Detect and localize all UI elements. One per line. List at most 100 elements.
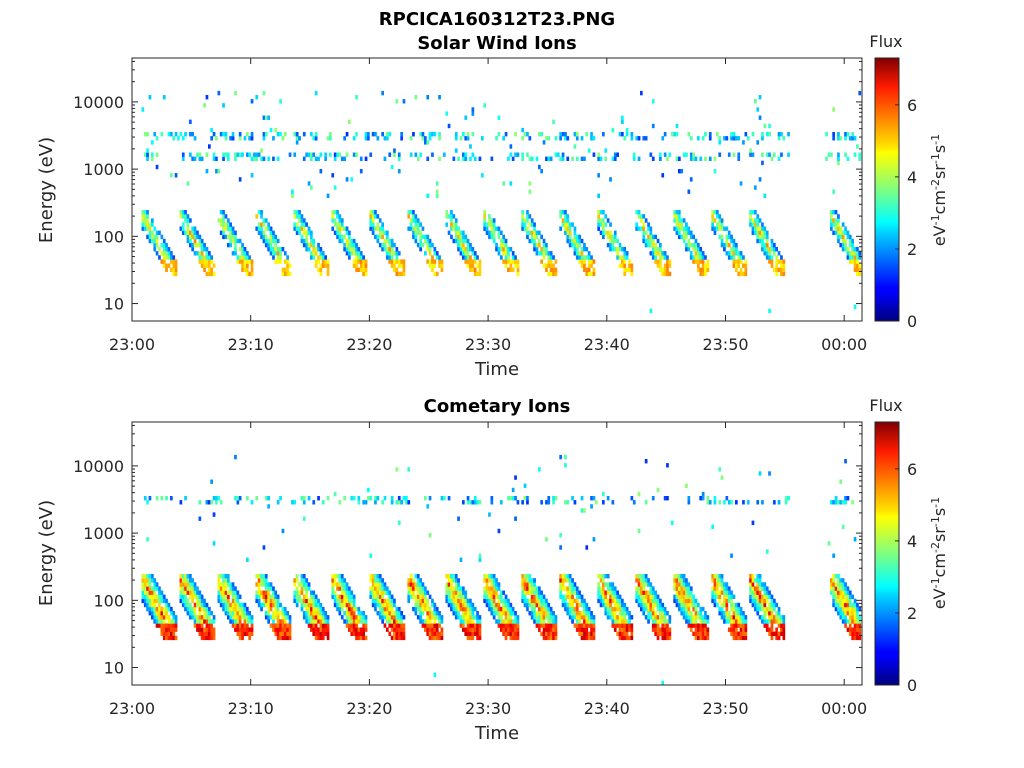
heatmap-cell <box>647 226 650 231</box>
heatmap-cell <box>321 627 325 632</box>
colorbar-tick-label: 6 <box>907 96 917 115</box>
heatmap-cell <box>343 578 346 583</box>
heatmap-cell <box>438 635 441 641</box>
heatmap-cell <box>597 586 600 591</box>
heatmap-cell <box>749 152 752 157</box>
heatmap-cell <box>642 222 646 227</box>
heatmap-cell <box>357 627 361 632</box>
heatmap-cell <box>447 123 451 129</box>
heatmap-cell <box>846 255 850 260</box>
heatmap-cell <box>678 234 681 240</box>
heatmap-cell <box>222 156 225 161</box>
heatmap-cell <box>310 619 313 624</box>
heatmap-cell <box>692 602 695 608</box>
heatmap-cell <box>438 619 441 624</box>
heatmap-cell <box>718 578 722 583</box>
heatmap-cell <box>350 238 354 244</box>
heatmap-cell <box>507 615 510 620</box>
heatmap-cell <box>172 271 176 277</box>
heatmap-cell <box>293 582 297 587</box>
heatmap-cell <box>618 619 622 624</box>
heatmap-cell <box>663 152 667 157</box>
heatmap-cell <box>704 271 707 277</box>
heatmap-cell <box>644 594 648 599</box>
heatmap-cell <box>744 271 748 277</box>
heatmap-cell <box>236 598 240 604</box>
heatmap-cell <box>359 255 363 260</box>
heatmap-cell <box>575 627 579 632</box>
heatmap-cell <box>148 594 152 599</box>
heatmap-cell <box>492 606 496 612</box>
heatmap-cell <box>663 132 667 137</box>
heatmap-cell <box>428 247 432 252</box>
heatmap-cell <box>229 602 232 608</box>
heatmap-cell <box>651 623 655 628</box>
heatmap-cell <box>675 132 679 137</box>
heatmap-cell <box>737 602 741 608</box>
heatmap-cell <box>295 602 299 608</box>
colorbar-tick-label: 4 <box>907 168 917 187</box>
heatmap-cell <box>516 623 520 628</box>
heatmap-cell <box>416 590 420 595</box>
heatmap-cell <box>699 619 703 624</box>
heatmap-cell <box>682 602 686 608</box>
heatmap-cell <box>761 132 764 137</box>
heatmap-cell <box>490 586 494 591</box>
heatmap-cell <box>623 259 627 264</box>
heatmap-cell <box>647 242 650 248</box>
heatmap-cell <box>364 156 368 161</box>
heatmap-cell <box>737 255 741 260</box>
heatmap-cell <box>350 631 354 636</box>
heatmap-cell <box>348 119 351 124</box>
heatmap-cell <box>355 623 358 628</box>
heatmap-cell <box>205 606 209 612</box>
heatmap-cell <box>462 594 465 599</box>
heatmap-cell <box>374 500 377 505</box>
heatmap-cell <box>466 247 470 252</box>
heatmap-cell <box>376 574 380 579</box>
heatmap-cell <box>250 619 254 624</box>
heatmap-cells <box>141 454 862 686</box>
heatmap-cell <box>697 136 700 141</box>
heatmap-cell <box>374 590 377 595</box>
heatmap-cell <box>640 594 643 599</box>
heatmap-cell <box>853 611 857 616</box>
heatmap-cell <box>184 578 187 583</box>
heatmap-cell <box>780 132 783 137</box>
heatmap-cell <box>666 635 669 641</box>
heatmap-cell <box>473 259 477 264</box>
heatmap-cell <box>853 606 857 612</box>
heatmap-cell <box>656 635 660 641</box>
heatmap-cell <box>257 210 261 215</box>
heatmap-cell <box>727 615 731 620</box>
heatmap-cell <box>526 598 529 604</box>
heatmap-cell <box>362 255 365 260</box>
heatmap-cell <box>219 132 223 137</box>
heatmap-cell <box>720 226 724 231</box>
heatmap-cell <box>516 500 520 505</box>
heatmap-cell <box>623 606 627 612</box>
heatmap-cell <box>196 594 199 599</box>
heatmap-cell <box>450 218 453 223</box>
heatmap-cell <box>454 226 458 231</box>
heatmap-cell <box>554 619 558 624</box>
heatmap-cell <box>647 594 650 599</box>
heatmap-cell <box>500 238 503 244</box>
heatmap-cell <box>758 177 762 182</box>
heatmap-cell <box>428 619 432 624</box>
heatmap-cell <box>343 598 346 604</box>
heatmap-cell <box>521 210 524 215</box>
heatmap-cell <box>656 263 660 268</box>
heatmap-cell <box>656 251 660 256</box>
heatmap-cell <box>628 611 631 616</box>
heatmap-cell <box>706 500 710 505</box>
heatmap-cell <box>466 635 470 641</box>
heatmap-cell <box>466 251 470 256</box>
heatmap-cell <box>293 594 297 599</box>
heatmap-cell <box>568 574 572 579</box>
heatmap-cell <box>224 611 228 616</box>
heatmap-cell <box>174 615 178 620</box>
heatmap-cell <box>457 606 460 612</box>
heatmap-cell <box>371 582 375 587</box>
heatmap-cell <box>856 631 859 636</box>
